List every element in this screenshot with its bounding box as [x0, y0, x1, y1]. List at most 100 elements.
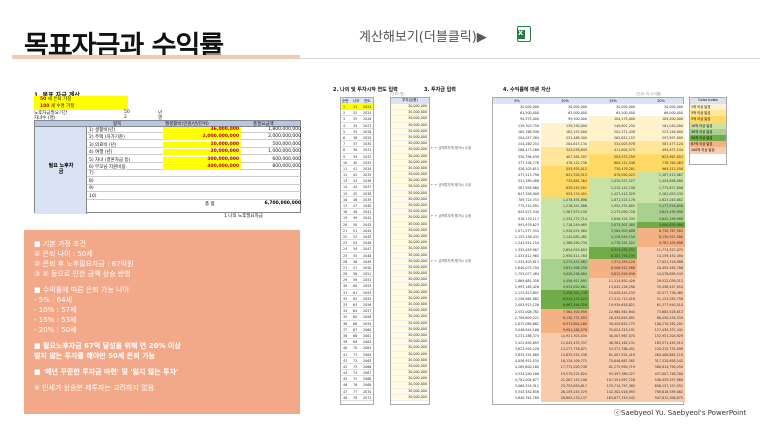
- investment-cell[interactable]: 30,000,000: [391, 376, 429, 383]
- monthly-cost-input[interactable]: 10,000,000: [163, 141, 241, 148]
- asset-cell: 10,921,303,034: [541, 333, 589, 340]
- asset-cell: 1,215,141,156: [589, 184, 637, 191]
- asset-cell: 330,796,930: [493, 153, 541, 160]
- table-row: 4,791,004,677 21,567,145,106 107,551,997,7…: [493, 376, 685, 383]
- legend-item: 1억 이상 달성: [690, 104, 726, 111]
- asset-cell: 22,960,561,644: [589, 308, 637, 315]
- investment-cell[interactable]: 30,000,000: [391, 289, 429, 296]
- investment-cell[interactable]: 30,000,000: [391, 271, 429, 278]
- investment-cell[interactable]: 30,000,000: [391, 302, 429, 309]
- table-row: 1 31 2024: [341, 104, 373, 111]
- investment-cell[interactable]: 30,000,000: [391, 227, 429, 234]
- monthly-cost-input[interactable]: 300,000,000: [163, 156, 241, 163]
- monthly-cost-input[interactable]: [163, 171, 241, 177]
- investment-cell[interactable]: 30,000,000: [391, 184, 429, 191]
- asset-cell: 8,130,921,580: [637, 234, 685, 241]
- asset-cell: 35,456,447,054: [637, 283, 685, 290]
- table-row: 10 40 2033: [341, 160, 373, 166]
- investment-cell[interactable]: 30,000,000: [391, 382, 429, 389]
- investment-cell[interactable]: 30,000,000: [391, 370, 429, 377]
- fund-note: 1 나의 노후필요자금: [224, 214, 263, 219]
- asset-cell: 3,632,998,258: [541, 265, 589, 272]
- investment-cell[interactable]: 30,000,000: [391, 147, 429, 154]
- total-need-value: 2,000,000,000: [268, 134, 301, 140]
- table-row: 7): [87, 171, 302, 178]
- table-row: 18 48 2041: [341, 210, 373, 216]
- monthly-cost-input[interactable]: 2,000,000,000: [163, 134, 241, 141]
- investment-cell[interactable]: 30,000,000: [391, 178, 429, 185]
- asset-cell: 3,623,993,228: [493, 345, 541, 352]
- table-row: 2 32 2025: [341, 111, 373, 117]
- asset-cell: 123,714,797,385: [589, 383, 637, 390]
- monthly-cost-input[interactable]: [163, 186, 241, 192]
- row-label: 7): [89, 171, 94, 177]
- monthly-cost-input[interactable]: [163, 194, 241, 200]
- investment-cell[interactable]: 30,000,000: [391, 215, 429, 222]
- asset-cell: 35,024,319,191: [589, 327, 637, 334]
- excel-icon[interactable]: [517, 26, 531, 42]
- investment-cell[interactable]: 30,000,000: [391, 394, 429, 401]
- investment-cell[interactable]: 30,000,000: [391, 110, 429, 117]
- table-row: 2,875,089,682 8,973,804,160 30,429,842,775…: [493, 321, 685, 328]
- investment-cell[interactable]: 30,000,000: [391, 203, 429, 210]
- investment-cell[interactable]: 30,000,000: [391, 326, 429, 333]
- investment-cell[interactable]: 30,000,000: [391, 104, 429, 111]
- investment-cell[interactable]: 30,000,000: [391, 339, 429, 346]
- monthly-cost-input[interactable]: 20,000,000: [163, 149, 241, 156]
- asset-cell: 29,522,039,212: [637, 277, 685, 284]
- asset-cell: 2,258,964,882: [493, 296, 541, 303]
- asset-cell: 1,752,077,484: [493, 271, 541, 278]
- table-row: 3,422,850,693 12,043,433,337 46,384,162,13…: [493, 339, 685, 346]
- investment-cell[interactable]: 30,000,000: [391, 172, 429, 179]
- asset-cell: 17,772,020,749: [541, 364, 589, 371]
- investment-cell[interactable]: 30,000,000: [391, 252, 429, 259]
- investment-cell[interactable]: 30,000,000: [391, 141, 429, 148]
- table-row: 24 54 2047: [341, 247, 373, 253]
- investment-cell[interactable]: 30,000,000: [391, 165, 429, 173]
- investment-cell[interactable]: 30,000,000: [391, 134, 429, 142]
- investment-cell[interactable]: 30,000,000: [391, 209, 429, 216]
- asset-cell: 1,155,156,432: [493, 234, 541, 241]
- investment-cell[interactable]: 30,000,000: [391, 196, 429, 203]
- asset-cell: 587,958,960: [493, 184, 541, 191]
- asset-cell: 264,408,882,118: [637, 352, 685, 359]
- investment-cell[interactable]: 30,000,000: [391, 308, 429, 315]
- investment-cell[interactable]: 30,000,000: [391, 314, 429, 321]
- investment-cell[interactable]: 30,000,000: [391, 351, 429, 358]
- calculate-link[interactable]: 계산해보기(더블클릭)▶: [359, 30, 487, 45]
- investment-cell[interactable]: 30,000,000: [391, 357, 429, 364]
- monthly-cost-input[interactable]: [163, 179, 241, 185]
- investment-cell[interactable]: 30,000,000: [391, 221, 429, 228]
- investment-cell[interactable]: 30,000,000: [391, 277, 429, 284]
- investment-cell[interactable]: 30,000,000: [391, 320, 429, 327]
- investment-cell[interactable]: 30,000,000: [391, 159, 429, 166]
- asset-cell: 658,157,157,552: [637, 383, 685, 390]
- investment-cell[interactable]: 30,000,000: [391, 345, 429, 352]
- table-row: 34 64 2057: [341, 309, 373, 315]
- asset-cell: 647,356,908: [493, 190, 541, 197]
- investment-cell[interactable]: 30,000,000: [391, 122, 429, 129]
- investment-cell[interactable]: 30,000,000: [391, 116, 429, 123]
- investment-cell[interactable]: 30,000,000: [391, 240, 429, 247]
- table-row: 5) 자녀 (결혼자금 등) 300,000,000 600,000,000: [87, 156, 302, 163]
- investment-cell[interactable]: 30,000,000: [391, 295, 429, 302]
- investment-cell[interactable]: 30,000,000: [391, 258, 429, 265]
- asset-cell: 6,383,790,539: [589, 252, 637, 259]
- investment-cell[interactable]: 30,000,000: [391, 246, 429, 253]
- asset-cell: 53,371,786,451: [589, 345, 637, 352]
- investment-cell[interactable]: 30,000,000: [391, 332, 429, 340]
- investment-cell[interactable]: 30,000,000: [391, 153, 429, 160]
- total-need-value: 1,800,000,000: [268, 127, 301, 132]
- asset-cell: 152,951,204,929: [637, 333, 685, 340]
- investment-cell[interactable]: 30,000,000: [391, 128, 429, 135]
- investment-cell[interactable]: 30,000,000: [391, 190, 429, 197]
- investment-cell[interactable]: 30,000,000: [391, 264, 429, 272]
- monthly-cost-input[interactable]: 36,000,000: [163, 127, 241, 133]
- investment-cell[interactable]: 30,000,000: [391, 233, 429, 241]
- table-row: 61,500,000 63,000,000 64,500,000 66,000,000: [493, 110, 685, 117]
- monthly-cost-input[interactable]: 400,000,000: [163, 164, 241, 170]
- investment-cell[interactable]: 30,000,000: [391, 283, 429, 290]
- asset-cell: 107,551,997,726: [589, 376, 637, 383]
- investment-cell[interactable]: 30,000,000: [391, 388, 429, 395]
- investment-cell[interactable]: 30,000,000: [391, 363, 429, 371]
